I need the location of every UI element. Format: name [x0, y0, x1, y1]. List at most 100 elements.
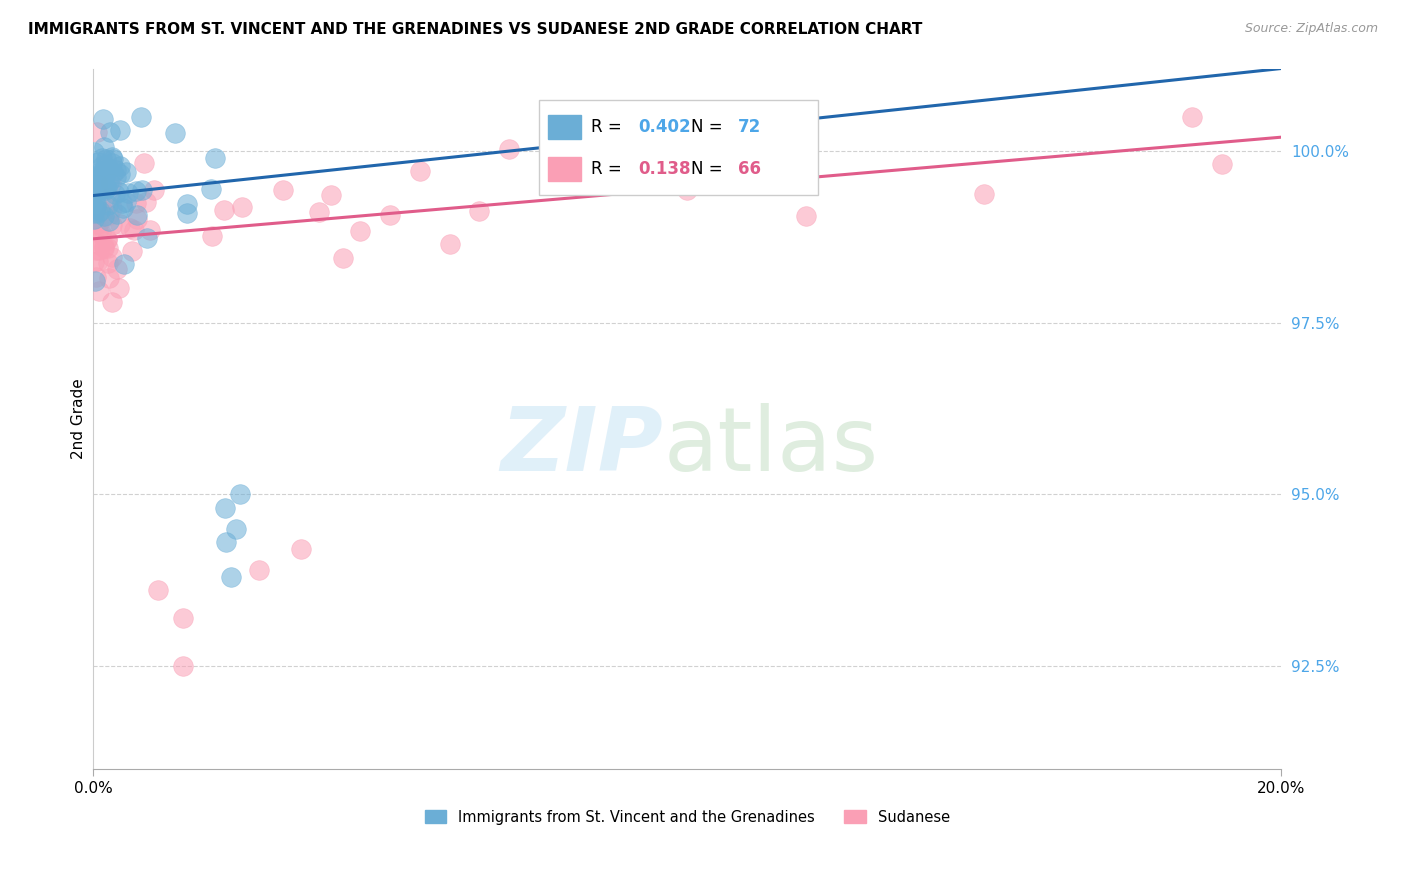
- Point: [94, 169, 117, 184]
- Point: [108, 160, 131, 174]
- Legend: Immigrants from St. Vincent and the Grenadines, Sudanese: Immigrants from St. Vincent and the Gren…: [425, 810, 949, 825]
- Point: [118, 220, 141, 235]
- Point: [271, 182, 294, 196]
- Point: [249, 563, 271, 577]
- Point: [104, 187, 127, 202]
- Point: [105, 169, 128, 184]
- Point: [231, 200, 253, 214]
- Point: [349, 224, 371, 238]
- Point: [87, 243, 110, 257]
- Point: [794, 209, 817, 223]
- Point: [83, 212, 105, 227]
- Point: [200, 182, 222, 196]
- Point: [87, 206, 110, 220]
- Point: [378, 208, 401, 222]
- Point: [100, 176, 122, 190]
- Point: [148, 583, 170, 598]
- Point: [90, 173, 112, 187]
- Point: [165, 126, 187, 140]
- Point: [94, 183, 117, 197]
- Point: [111, 196, 134, 211]
- Point: [87, 183, 110, 197]
- Point: [439, 236, 461, 251]
- Point: [94, 152, 117, 166]
- Point: [139, 223, 162, 237]
- Point: [90, 163, 112, 178]
- Point: [97, 175, 120, 189]
- Point: [86, 225, 108, 239]
- Point: [308, 204, 330, 219]
- Point: [319, 188, 342, 202]
- Point: [83, 182, 105, 196]
- Point: [100, 201, 122, 215]
- Point: [498, 142, 520, 156]
- Point: [108, 217, 131, 231]
- Point: [96, 232, 118, 246]
- Point: [90, 213, 112, 227]
- Point: [290, 542, 312, 557]
- Point: [1181, 110, 1204, 124]
- Bar: [548, 115, 582, 138]
- Point: [135, 230, 157, 244]
- Point: [176, 205, 198, 219]
- Point: [125, 184, 148, 198]
- Point: [86, 195, 108, 210]
- Point: [125, 208, 148, 222]
- Point: [117, 186, 139, 200]
- Point: [122, 223, 145, 237]
- Point: [135, 194, 157, 209]
- FancyBboxPatch shape: [538, 100, 818, 194]
- Point: [83, 203, 105, 218]
- Point: [101, 166, 124, 180]
- Point: [105, 163, 128, 178]
- Point: [90, 169, 112, 183]
- Text: 0.138: 0.138: [638, 160, 690, 178]
- Point: [98, 191, 121, 205]
- Point: [103, 152, 125, 166]
- Point: [101, 294, 124, 309]
- Point: [83, 255, 105, 269]
- Point: [91, 112, 114, 127]
- Point: [96, 180, 118, 194]
- Point: [86, 177, 108, 191]
- Point: [225, 522, 247, 536]
- Point: [97, 198, 120, 212]
- Point: [557, 166, 579, 180]
- Text: Source: ZipAtlas.com: Source: ZipAtlas.com: [1244, 22, 1378, 36]
- Y-axis label: 2nd Grade: 2nd Grade: [72, 378, 86, 459]
- Point: [132, 156, 155, 170]
- Point: [86, 125, 108, 139]
- Point: [201, 228, 224, 243]
- Point: [93, 239, 115, 253]
- Point: [90, 152, 112, 166]
- Point: [90, 159, 112, 173]
- Bar: [548, 158, 582, 180]
- Point: [97, 241, 120, 255]
- Point: [86, 178, 108, 193]
- Point: [90, 226, 112, 240]
- Point: [93, 241, 115, 255]
- Point: [83, 172, 105, 186]
- Point: [111, 201, 134, 215]
- Point: [108, 167, 131, 181]
- Point: [101, 150, 124, 164]
- Point: [97, 271, 120, 285]
- Point: [96, 233, 118, 247]
- Point: [84, 217, 107, 231]
- Point: [204, 151, 226, 165]
- Point: [83, 200, 105, 214]
- Point: [219, 570, 242, 584]
- Text: 72: 72: [738, 118, 762, 136]
- Point: [98, 161, 121, 176]
- Point: [84, 187, 107, 202]
- Point: [98, 214, 121, 228]
- Point: [83, 219, 105, 233]
- Point: [108, 185, 131, 199]
- Point: [101, 155, 124, 169]
- Point: [97, 256, 120, 270]
- Point: [172, 611, 194, 625]
- Point: [87, 236, 110, 251]
- Point: [215, 535, 238, 549]
- Point: [83, 145, 105, 160]
- Point: [84, 199, 107, 213]
